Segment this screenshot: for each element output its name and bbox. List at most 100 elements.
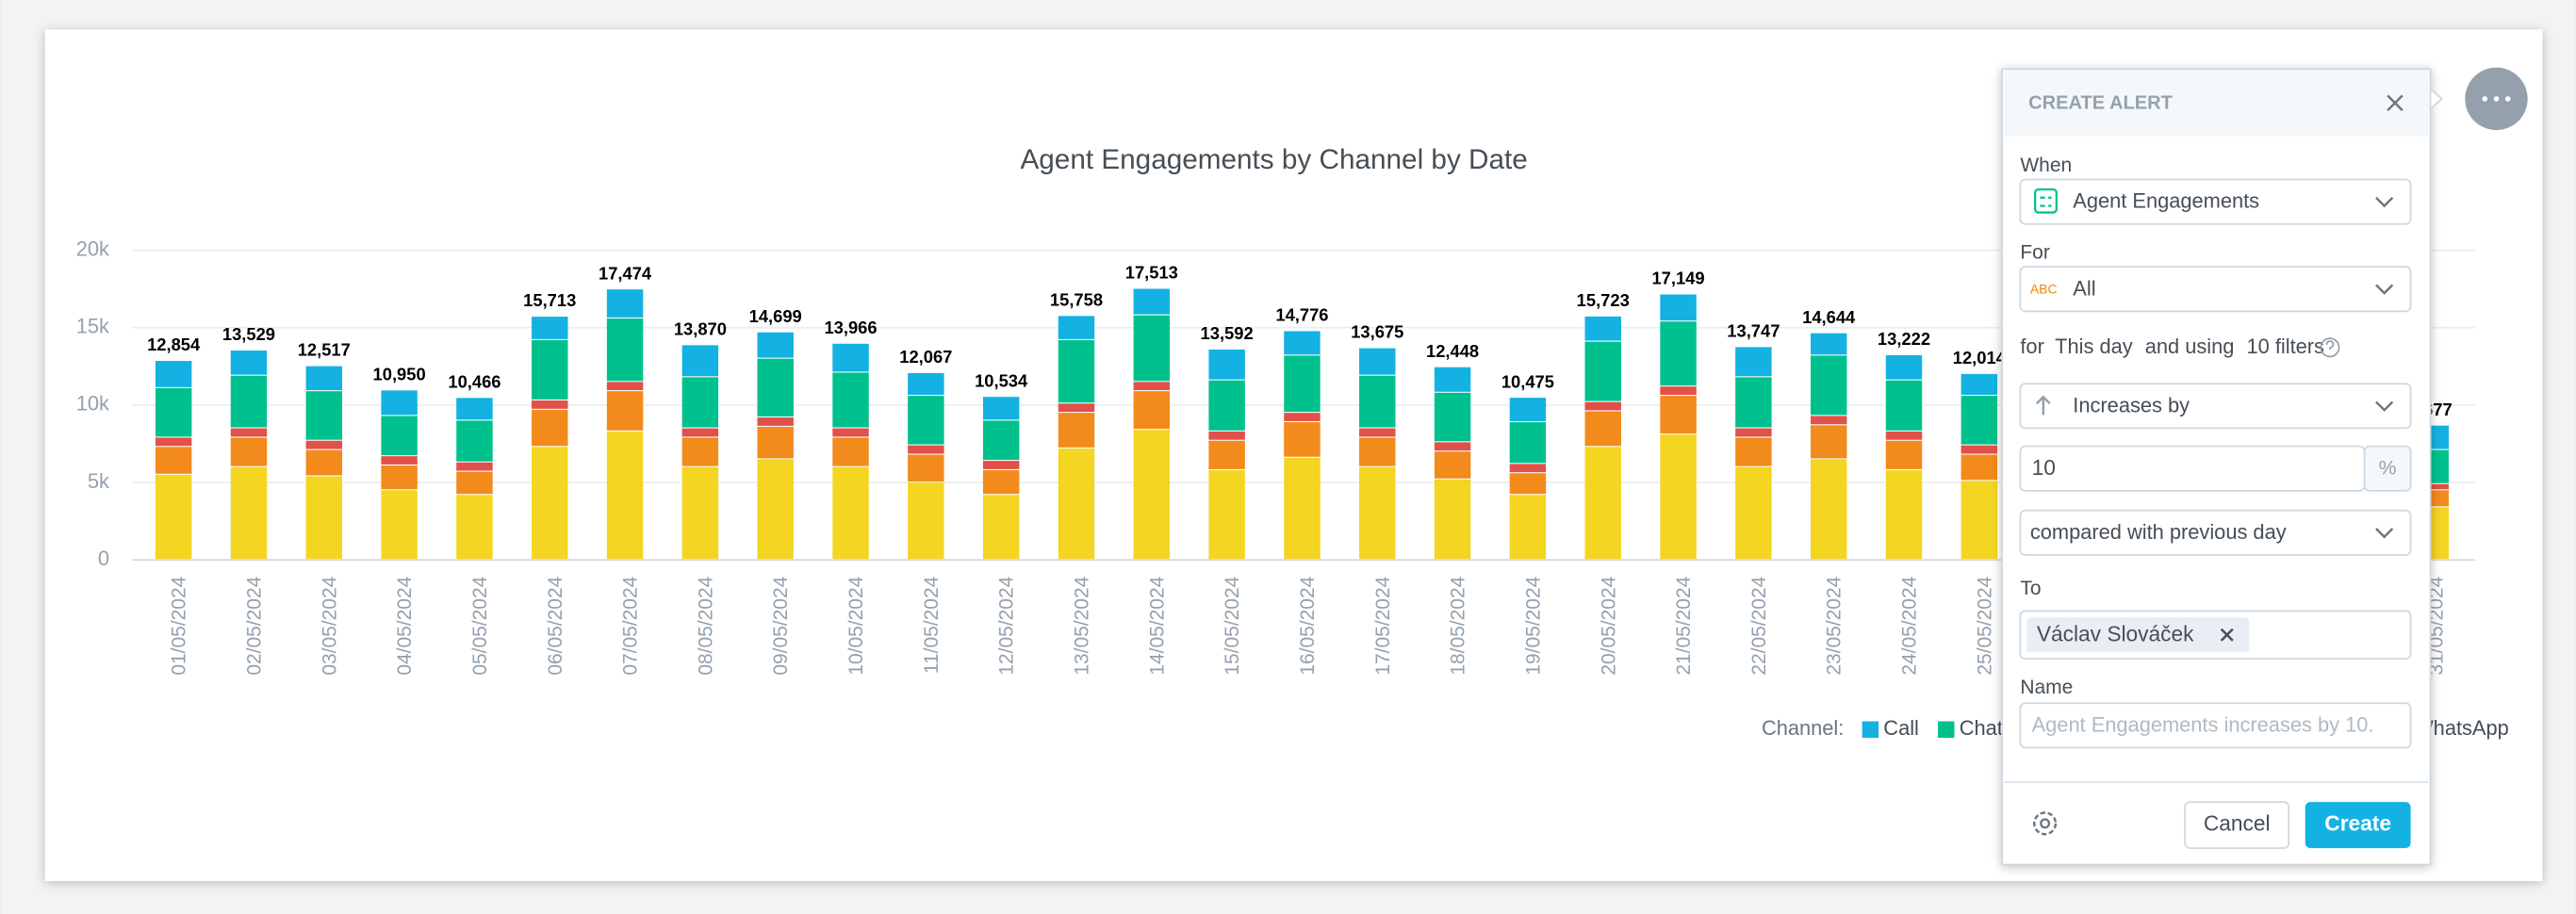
metric-dropdown[interactable]: Agent Engagements <box>2019 178 2412 225</box>
filter-text: for <box>2020 335 2043 358</box>
bar-segment <box>681 437 719 466</box>
bar-segment <box>1810 459 1847 560</box>
bar-segment <box>1284 422 1321 457</box>
bar-segment <box>1133 315 1171 382</box>
gear-inner <box>2040 818 2051 829</box>
bar-segment <box>1058 339 1095 403</box>
bar-segment <box>1584 411 1621 447</box>
bar-segment <box>381 456 418 465</box>
bar-segment <box>1810 416 1847 425</box>
bar-segment <box>381 416 418 456</box>
bar-segment <box>908 454 944 482</box>
bar-segment <box>1584 447 1621 560</box>
bar-segment <box>305 366 343 391</box>
bar-segment <box>1208 469 1245 560</box>
bar-segment <box>230 375 268 428</box>
threshold-input[interactable]: 10 % <box>2019 445 2412 492</box>
create-button[interactable]: Create <box>2305 802 2411 849</box>
name-input[interactable]: Agent Engagements increases by 10. <box>2019 702 2412 749</box>
bar-segment <box>606 431 644 560</box>
total-label: 13,222 <box>1878 329 1930 349</box>
bar-segment <box>1660 294 1697 321</box>
unit: % <box>2379 458 2397 480</box>
dropdown-box[interactable] <box>2019 178 2412 225</box>
bar-segment <box>757 417 794 426</box>
bar-segment <box>1509 398 1547 421</box>
close-button[interactable] <box>2387 94 2404 111</box>
filter-period[interactable]: This day <box>2055 335 2133 358</box>
bar-segment <box>305 391 343 440</box>
bar-segment <box>381 490 418 560</box>
total-label: 10,466 <box>448 371 500 391</box>
filter-text: and using <box>2145 335 2235 358</box>
dropdown-box[interactable] <box>2019 509 2412 556</box>
comparison-dropdown[interactable]: compared with previous day <box>2019 509 2412 556</box>
bar-segment <box>155 437 192 447</box>
total-label: 14,776 <box>1275 305 1328 325</box>
total-label: 12,517 <box>298 340 351 360</box>
bar-segment <box>456 462 493 471</box>
metric-icon <box>2033 188 2058 214</box>
bar-segment <box>1810 333 1847 355</box>
bar-segment <box>681 428 719 437</box>
filter-count[interactable]: 10 filters <box>2246 335 2324 358</box>
bar-segment <box>1208 440 1245 469</box>
bar-segment <box>681 466 719 560</box>
menu-button[interactable] <box>2465 67 2528 131</box>
bar-segment <box>456 495 493 560</box>
button-box[interactable] <box>2305 802 2411 849</box>
bar-segment <box>606 391 644 431</box>
bar-segment <box>532 317 568 339</box>
legend-label: Call <box>1883 716 1919 740</box>
recipients-input[interactable]: Václav Slováček <box>2019 610 2412 660</box>
bar-segment <box>1208 349 1245 380</box>
settings-button[interactable] <box>2033 811 2058 836</box>
bar-segment <box>381 465 418 490</box>
y-tick-label: 15k <box>76 315 109 338</box>
bar-segment <box>1509 422 1547 464</box>
input-box[interactable] <box>2019 702 2412 749</box>
chart-title: Agent Engagements by Channel by Date <box>1020 144 1527 175</box>
bar-segment <box>1961 445 1998 454</box>
x-tick-label: 10/05/2024 <box>845 576 867 675</box>
bar-segment <box>155 361 192 387</box>
gear-outer[interactable] <box>2033 811 2058 836</box>
bar-segment <box>1735 428 1772 437</box>
bar-segment <box>456 398 493 420</box>
remove-recipient[interactable] <box>2220 628 2234 642</box>
condition-dropdown[interactable]: Increases by <box>2019 383 2412 430</box>
dialog-title: CREATE ALERT <box>2028 92 2174 113</box>
bar-segment <box>1058 448 1095 560</box>
total-label: 17,149 <box>1651 269 1704 288</box>
bar-segment <box>1208 380 1245 431</box>
legend-label: Chat <box>1960 716 2003 740</box>
dropdown-box[interactable] <box>2019 266 2412 313</box>
dropdown-box[interactable] <box>2019 383 2412 430</box>
bar-segment <box>832 372 869 428</box>
bar-segment <box>1735 437 1772 466</box>
input-box[interactable] <box>2019 445 2366 492</box>
dropdown-value: Increases by <box>2073 393 2190 416</box>
button-box[interactable] <box>2184 801 2290 849</box>
bar-segment <box>757 426 794 459</box>
y-tick-label: 20k <box>76 237 109 260</box>
dot <box>2482 96 2488 102</box>
dialog-arrow <box>2429 87 2444 111</box>
dropdown-value: All <box>2073 276 2095 300</box>
dialog-header <box>2003 71 2429 138</box>
help-icon[interactable] <box>2320 337 2340 358</box>
close-icon[interactable] <box>2387 94 2404 111</box>
field-label: For <box>2020 242 2049 264</box>
bar-segment <box>757 358 794 417</box>
bar-segment <box>456 471 493 495</box>
bar-segment <box>1509 495 1547 560</box>
cancel-button[interactable]: Cancel <box>2184 801 2290 849</box>
x-tick-label: 20/05/2024 <box>1598 576 1619 675</box>
attribute-dropdown[interactable]: ABC All <box>2019 266 2412 313</box>
dropdown-value: Agent Engagements <box>2073 189 2259 213</box>
bar-segment <box>908 396 944 445</box>
dot <box>2504 96 2511 102</box>
filter-summary: for This day and using 10 filters <box>2020 335 2324 358</box>
bar-segment <box>1133 430 1171 560</box>
bar-segment <box>230 428 268 437</box>
